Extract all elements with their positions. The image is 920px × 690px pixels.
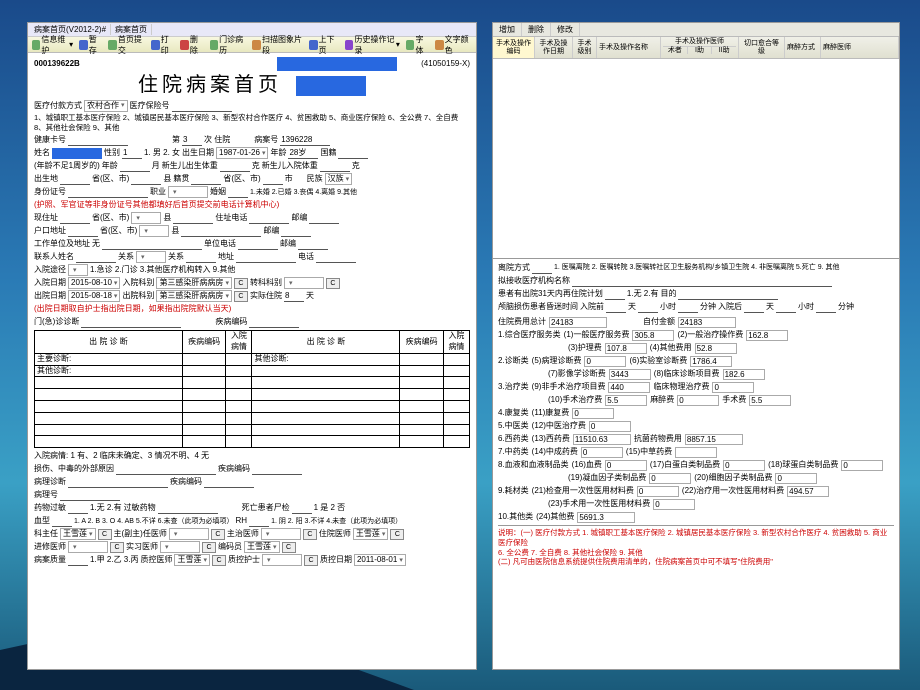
toolbar: 信息维护▾ 暂存 首页提交 打印 删除 门诊病历 扫描图象片段 上下页 历史操作…	[28, 37, 476, 53]
nat-input[interactable]	[338, 148, 368, 159]
tab-edit[interactable]: 修改	[551, 23, 580, 36]
tb-print[interactable]: 打印	[149, 34, 176, 56]
surgery-grid-body[interactable]	[493, 59, 899, 259]
recno-input[interactable]	[280, 135, 330, 146]
note-2: 6. 全公费 7. 全自费 8. 其他社会保险 9. 其他	[498, 548, 894, 558]
page-title: 住院病案首页	[138, 72, 282, 99]
note-3: (二) 凡可由医院信息系统提供住院费用清单的，住院病案首页中可不填写"住院费用"	[498, 557, 894, 567]
route-select[interactable]	[68, 264, 88, 276]
outdate[interactable]: 2015-08-18	[68, 290, 120, 302]
tb-submit[interactable]: 首页提交	[106, 34, 147, 56]
tb-scan[interactable]: 扫描图象片段	[250, 34, 305, 56]
indept[interactable]: 第三感染肝病病房	[156, 277, 232, 289]
pay-select[interactable]: 农村合作	[84, 100, 128, 112]
tb-del[interactable]: 删除	[178, 34, 205, 56]
record-id: 000139622B	[34, 59, 80, 70]
hc-input[interactable]	[68, 135, 128, 146]
id-input[interactable]	[68, 187, 148, 198]
mar-input[interactable]	[228, 187, 248, 198]
total-fee[interactable]	[549, 317, 607, 328]
outdept[interactable]: 第三感染肝病病房	[156, 290, 232, 302]
diagnosis-table: 出 院 诊 断 疾病编码 入院病情 出 院 诊 断 疾病编码 入院病情 主要诊断…	[34, 330, 470, 448]
tab-delete[interactable]: 删除	[522, 23, 551, 36]
recno-label: 病案号	[254, 135, 278, 146]
tb-font[interactable]: 字体	[404, 34, 431, 56]
sex-input[interactable]	[122, 148, 142, 159]
redact-1	[277, 57, 397, 71]
insno-input[interactable]	[172, 101, 232, 112]
total-label: 住院费用总计	[498, 317, 546, 328]
right-tabs: 增加 删除 修改	[493, 23, 899, 37]
name-label: 姓名	[34, 148, 50, 159]
baby-age[interactable]	[120, 161, 150, 172]
tb-page[interactable]: 上下页	[307, 34, 341, 56]
eth-select[interactable]: 汉族	[325, 173, 353, 185]
main-diag[interactable]: 主要诊断:	[35, 353, 183, 365]
org-code: (41050159-X)	[421, 59, 470, 70]
bp-cnty[interactable]	[131, 174, 161, 185]
tb-history[interactable]: 历史操作记录▾	[343, 34, 402, 56]
bp-prov[interactable]	[60, 174, 90, 185]
tab-add[interactable]: 增加	[493, 23, 522, 36]
btn-c1[interactable]: C	[234, 278, 248, 289]
bd-select[interactable]: 1987-01-26	[216, 147, 268, 159]
date-warning: (出院日期取自护士指出院日期，如果指出院院默认当天)	[34, 303, 470, 315]
indate[interactable]: 2015-08-10	[68, 277, 120, 289]
note-1: 说明：(一) 医疗付款方式 1. 城镇职工基本医疗保险 2. 城镇居民基本医疗保…	[498, 528, 894, 548]
tb-outpatient[interactable]: 门诊病历	[208, 34, 249, 56]
insno-label: 医疗保险号	[130, 101, 170, 112]
hc-label: 健康卡号	[34, 135, 66, 146]
pay-options: 1、城镇职工基本医疗保险 2、城镇居民基本医疗保险 3、新型农村合作医疗 4、贫…	[34, 113, 470, 133]
surgery-grid-header: 手术及操作编码 手术及操作日期 手术级别 手术及操作名称 手术及操作医师 术者 …	[493, 37, 899, 59]
cond-legend: 入院病情: 1 有、2 临床未确定、3 情况不明、4 无	[34, 450, 470, 462]
redact-name	[52, 148, 102, 159]
age-input[interactable]	[288, 148, 318, 159]
tb-info[interactable]: 信息维护▾	[30, 34, 75, 56]
tb-color[interactable]: 文字颜色	[433, 34, 474, 56]
job-select[interactable]	[168, 186, 208, 198]
tb-save[interactable]: 暂存	[77, 34, 104, 56]
pay-label: 医疗付款方式	[34, 101, 82, 112]
id-warning: (护照、军官证等非身份证号其他都填好后首页提交前电话计算机中心)	[34, 199, 470, 211]
bw-input[interactable]	[220, 161, 250, 172]
medical-record-form: 病案首页(V2012-2)# 病案首页 信息维护▾ 暂存 首页提交 打印 删除 …	[27, 22, 477, 670]
times-input[interactable]	[182, 135, 202, 146]
redact-2	[296, 76, 366, 96]
surgery-fee-panel: 增加 删除 修改 手术及操作编码 手术及操作日期 手术级别 手术及操作名称 手术…	[492, 22, 900, 670]
aw-input[interactable]	[320, 161, 350, 172]
self-fee[interactable]	[678, 317, 736, 328]
